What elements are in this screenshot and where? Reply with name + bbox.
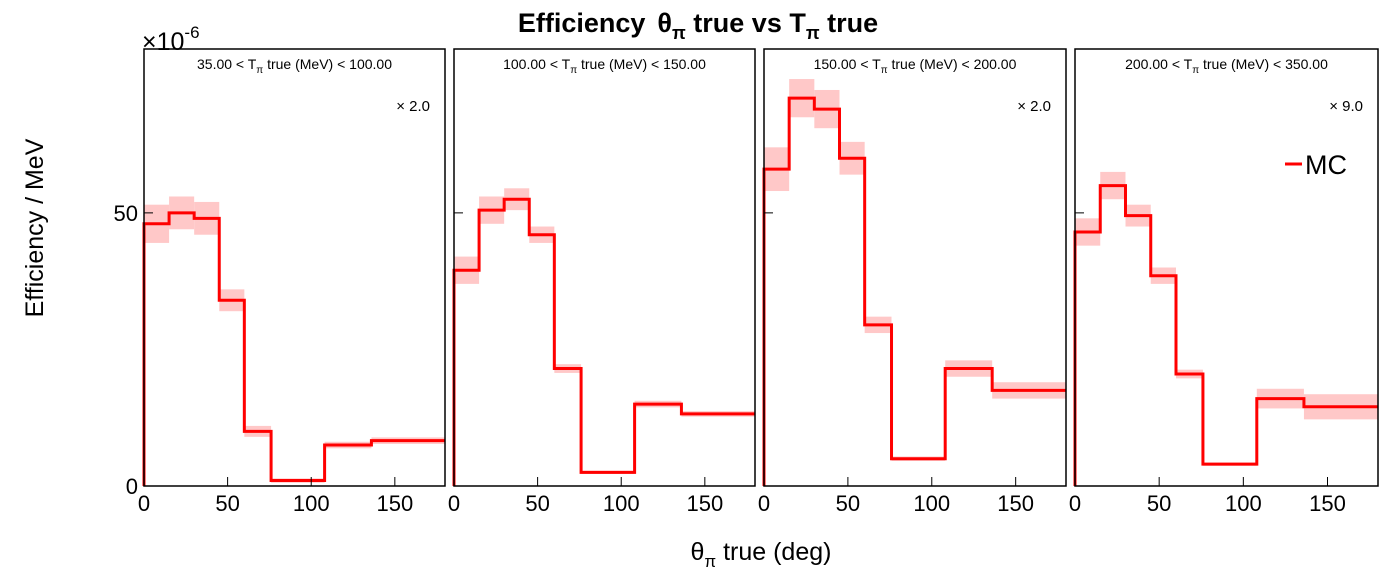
panel-label: 35.00 < Tπ true (MeV) < 100.00 (197, 56, 392, 76)
x-tick-label: 100 (1225, 491, 1262, 516)
scale-factor-label: × 9.0 (1329, 98, 1363, 115)
panel-2: 0 50 100 150 100.00 < Tπ true (MeV) < 150.00 (448, 48, 756, 516)
x-tick-label: 50 (215, 491, 239, 516)
panel-3: 0 50 100 150 150.00 < Tπ true (MeV) < 200.00… (758, 48, 1067, 516)
x-tick-label: 100 (293, 491, 330, 516)
x-tick-label: 100 (603, 491, 640, 516)
panel-label: 100.00 < Tπ true (MeV) < 150.00 (503, 56, 706, 76)
mc-step-line (142, 211, 445, 486)
x-tick-label: 0 (1069, 491, 1081, 516)
x-tick-label: 0 (758, 491, 770, 516)
panel-1: 0 50 0 50 100 150 35.00 < Tπ true (MeV) < 100.… (114, 48, 446, 516)
x-tick-label: 150 (1309, 491, 1346, 516)
chart-title: Efficiency θπ true vs Tπ true (518, 8, 878, 43)
x-tick-label: 100 (913, 491, 950, 516)
mc-step-line (1073, 184, 1378, 486)
panel-frame (1074, 48, 1379, 487)
mc-step-line (762, 96, 1066, 486)
y-axis-title: Efficiency / MeV (21, 138, 49, 317)
scale-factor-label: × 2.0 (1017, 98, 1051, 115)
panel-label: 150.00 < Tπ true (MeV) < 200.00 (814, 56, 1017, 76)
panel-frame (143, 48, 446, 487)
x-axis-title: θπ true (deg) (691, 538, 832, 571)
x-tick-label: 150 (997, 491, 1034, 516)
x-tick-label: 0 (138, 491, 150, 516)
y-exponent-label: ×10-6 (142, 23, 200, 56)
x-tick-label: 150 (686, 491, 723, 516)
x-tick-label: 50 (836, 491, 860, 516)
panel-4: 0 50 100 150 200.00 < Tπ true (MeV) < 350.00… (1069, 48, 1379, 516)
x-tick-label: 50 (1147, 491, 1171, 516)
x-tick-label: 0 (448, 491, 460, 516)
panel-frame (453, 48, 756, 487)
scale-factor-label: × 2.0 (396, 98, 430, 115)
panel-label: 200.00 < Tπ true (MeV) < 350.00 (1125, 56, 1328, 76)
legend: MC (1285, 150, 1347, 180)
panel-frame (763, 48, 1067, 487)
x-tick-label: 150 (376, 491, 413, 516)
y-tick-label: 50 (114, 201, 138, 226)
panels-group: 0 50 0 50 100 150 35.00 < Tπ true (MeV) < 100.… (114, 48, 1379, 516)
legend-label: MC (1305, 150, 1347, 180)
mc-step-line (452, 197, 755, 486)
x-tick-label: 50 (525, 491, 549, 516)
y-tick-label: 0 (126, 474, 138, 499)
